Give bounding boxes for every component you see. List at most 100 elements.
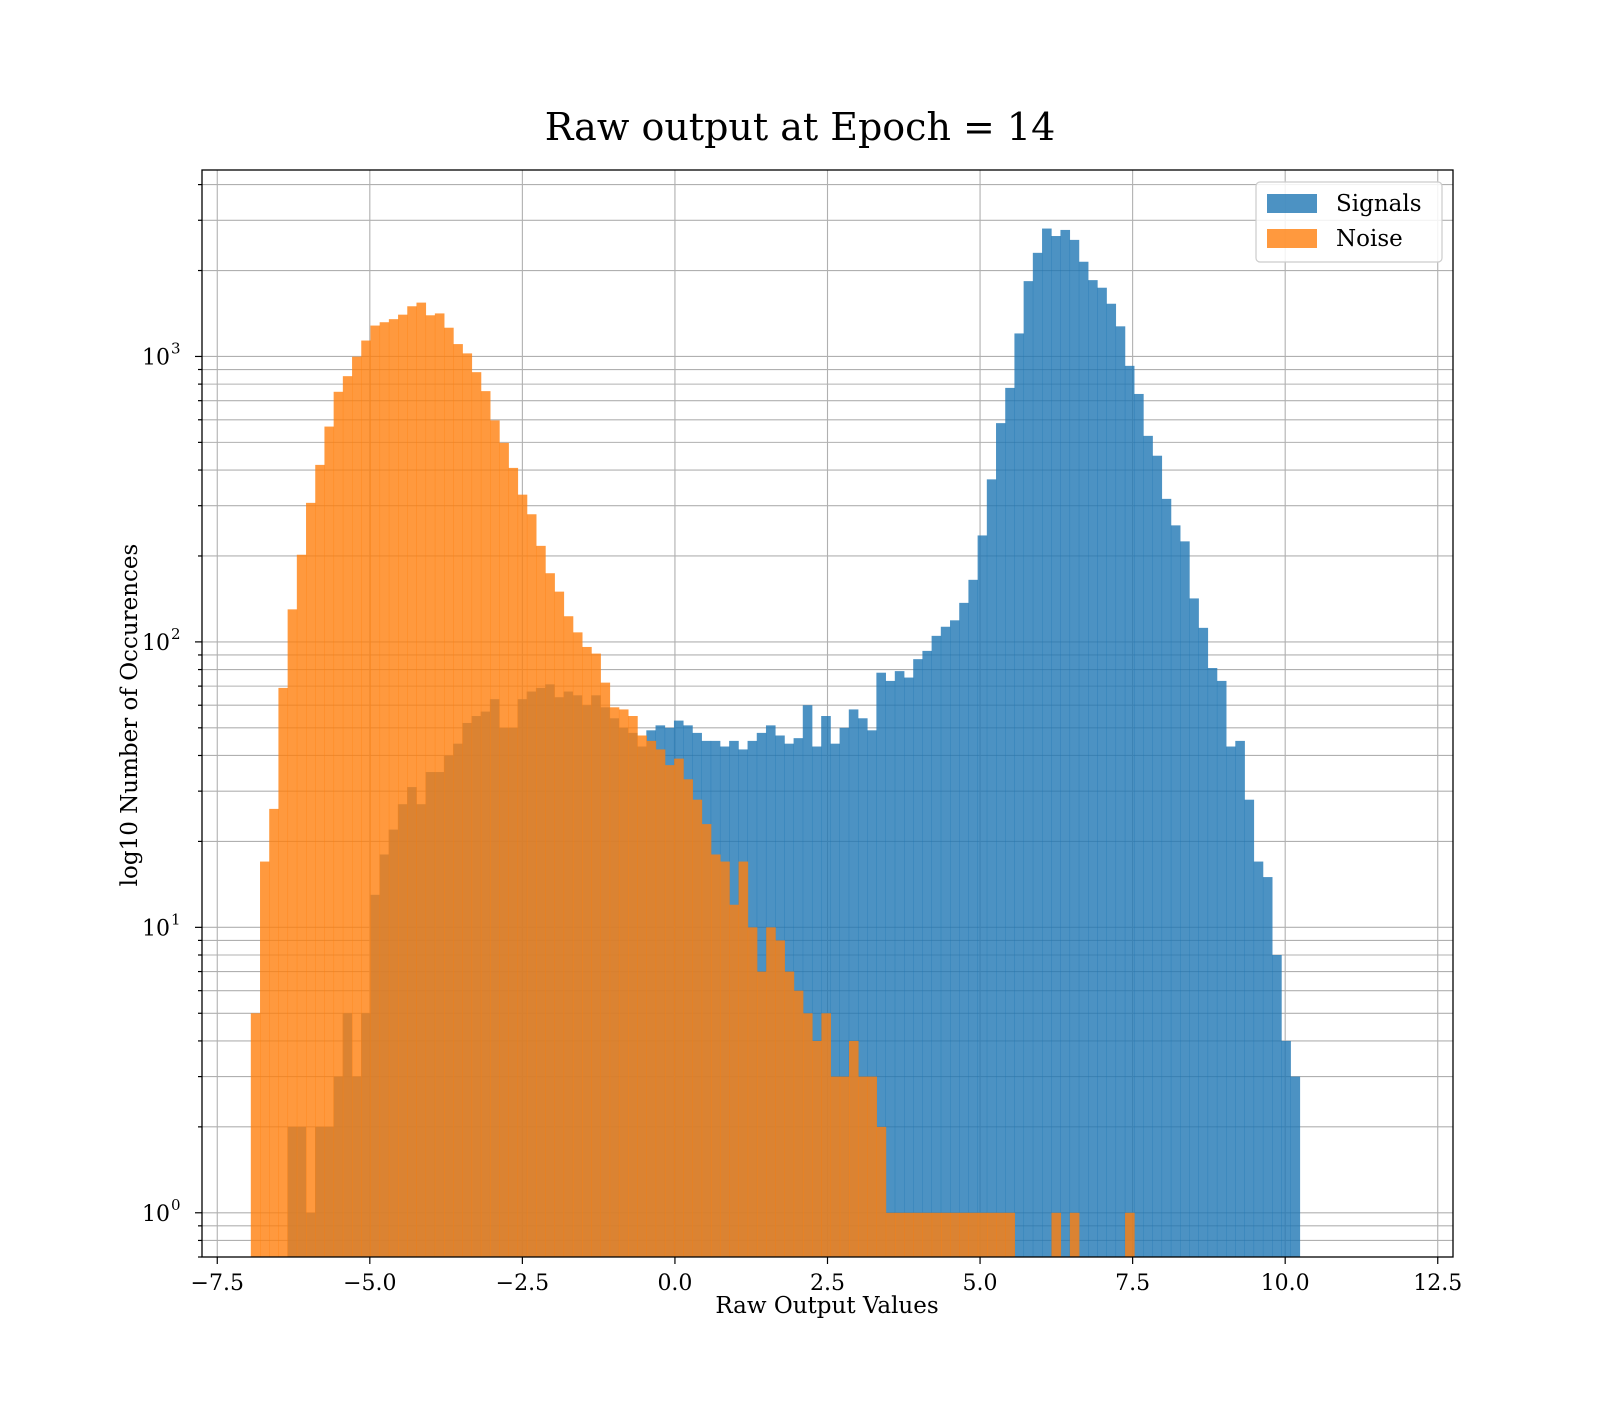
histogram-bar-noise bbox=[462, 353, 473, 1257]
histogram-bar-noise bbox=[968, 1212, 979, 1257]
histogram-bar-signals bbox=[830, 743, 840, 1257]
histogram-bar-signals bbox=[1235, 740, 1245, 1257]
histogram-bar-noise bbox=[793, 990, 804, 1257]
histogram-bar-noise bbox=[922, 1212, 933, 1257]
histogram-bar-noise bbox=[720, 861, 730, 1257]
x-tick-label: 0.0 bbox=[657, 1271, 692, 1296]
histogram-bar-signals bbox=[1023, 281, 1034, 1257]
histogram-bar-noise bbox=[821, 1013, 831, 1257]
x-axis-ticks: −7.5 −5.0 −2.5 0.0 2.5 5.0 7.5 10.0 12.5 bbox=[191, 1257, 1462, 1296]
x-tick-label: −5.0 bbox=[343, 1271, 396, 1296]
histogram-bar-signals bbox=[1180, 541, 1190, 1257]
histogram-bar-signals bbox=[1253, 861, 1264, 1257]
histogram-bar-signals bbox=[904, 677, 914, 1257]
histogram-bar-noise bbox=[738, 861, 749, 1257]
histogram-bar-signals bbox=[1207, 668, 1218, 1257]
x-axis-label: Raw Output Values bbox=[715, 1293, 938, 1319]
histogram-bar-noise bbox=[278, 687, 289, 1257]
histogram-bar-noise bbox=[987, 1212, 997, 1257]
histogram-bar-noise bbox=[664, 765, 675, 1257]
histogram-bar-noise bbox=[913, 1212, 923, 1257]
histogram-bar-noise bbox=[812, 1040, 822, 1257]
histogram-bar-signals bbox=[1060, 229, 1071, 1258]
histogram-bar-noise bbox=[388, 319, 399, 1257]
histogram-bar-noise bbox=[683, 779, 693, 1257]
histogram-bar-noise bbox=[977, 1212, 988, 1257]
histogram-bar-noise bbox=[342, 376, 353, 1257]
histogram-bar-noise bbox=[618, 709, 629, 1257]
legend-swatch-noise bbox=[1267, 229, 1317, 248]
histogram-bar-noise bbox=[361, 340, 371, 1257]
chart-title: Raw output at Epoch = 14 bbox=[545, 105, 1056, 149]
histogram-bar-signals bbox=[876, 672, 886, 1257]
y-tick-exponent: 2 bbox=[171, 625, 181, 643]
histogram-bar-noise bbox=[471, 372, 482, 1257]
histogram-bar-noise bbox=[434, 313, 445, 1257]
histogram-bar-noise bbox=[867, 1076, 877, 1257]
histogram-bar-noise bbox=[287, 609, 298, 1257]
histogram-bar-noise bbox=[453, 344, 463, 1258]
histogram-bar-signals bbox=[931, 635, 942, 1257]
histogram-bar-signals bbox=[1134, 393, 1144, 1257]
y-tick-label: 10 bbox=[142, 345, 170, 370]
histogram-bar-noise bbox=[508, 467, 519, 1257]
histogram-bar-noise bbox=[370, 325, 381, 1257]
histogram-bar-signals bbox=[894, 671, 905, 1257]
histogram-bar-signals bbox=[1143, 435, 1153, 1257]
histogram-bar-noise bbox=[591, 653, 601, 1257]
histogram-bar-noise bbox=[250, 1013, 261, 1257]
histogram-bar-noise bbox=[499, 442, 509, 1257]
histogram-bar-signals bbox=[1290, 1076, 1301, 1257]
histogram-bar-noise bbox=[858, 1076, 868, 1257]
histogram-bar-signals bbox=[1078, 261, 1089, 1257]
x-tick-label: 5.0 bbox=[963, 1271, 998, 1296]
histogram-bar-signals bbox=[1042, 228, 1052, 1257]
histogram-bar-noise bbox=[784, 971, 795, 1257]
x-tick-label: 12.5 bbox=[1413, 1271, 1462, 1296]
histogram-bar-signals bbox=[1069, 239, 1080, 1257]
histogram-bar-noise bbox=[1005, 1212, 1016, 1257]
histogram-bar-noise bbox=[996, 1212, 1006, 1257]
histogram-bar-signals bbox=[857, 718, 868, 1257]
histogram-bar-noise bbox=[296, 554, 307, 1257]
histogram-bar-signals bbox=[1216, 680, 1227, 1257]
histogram-bar-signals bbox=[1005, 387, 1015, 1257]
histogram-bar-signals bbox=[986, 479, 997, 1257]
histogram-bar-noise bbox=[526, 514, 537, 1257]
histogram-bar-signals bbox=[885, 680, 896, 1257]
series-noise bbox=[250, 302, 1135, 1258]
histogram-bar-signals bbox=[811, 746, 822, 1257]
histogram-bar-noise bbox=[848, 1040, 859, 1257]
histogram-bar-signals bbox=[839, 727, 850, 1257]
histogram-bar-noise bbox=[950, 1212, 960, 1257]
histogram-bar-signals bbox=[867, 730, 877, 1257]
histogram-bar-signals bbox=[977, 535, 988, 1257]
histogram-bar-noise bbox=[876, 1126, 887, 1257]
histogram-bar-signals bbox=[802, 705, 813, 1257]
histogram-bar-signals bbox=[1106, 303, 1117, 1257]
x-tick-label: 2.5 bbox=[810, 1271, 845, 1296]
histogram-bar-signals bbox=[821, 716, 831, 1257]
histogram-bar-signals bbox=[1198, 627, 1209, 1257]
histogram-bar-noise bbox=[260, 861, 270, 1257]
x-tick-label: 7.5 bbox=[1115, 1271, 1150, 1296]
histogram-bar-noise bbox=[674, 758, 684, 1257]
histogram-bar-signals bbox=[1088, 280, 1098, 1257]
histogram-bar-noise bbox=[894, 1212, 905, 1257]
histogram-bar-noise bbox=[269, 808, 279, 1257]
histogram-bar-signals bbox=[1281, 1040, 1291, 1257]
histogram-bar-noise bbox=[425, 315, 436, 1257]
y-tick-label: 10 bbox=[142, 631, 170, 656]
histogram-bar-noise bbox=[637, 735, 647, 1257]
histogram-bar-signals bbox=[1014, 333, 1025, 1257]
histogram-bar-signals bbox=[1262, 877, 1273, 1257]
histogram-bar-noise bbox=[959, 1212, 970, 1257]
histogram-bar-noise bbox=[536, 545, 546, 1257]
histogram-bar-noise bbox=[1051, 1212, 1062, 1257]
histogram-bar-noise bbox=[830, 1076, 841, 1257]
histogram-bar-noise bbox=[710, 854, 721, 1257]
histogram-bar-noise bbox=[545, 573, 555, 1257]
histogram-bar-noise bbox=[931, 1212, 942, 1257]
histogram-bar-signals bbox=[1226, 746, 1236, 1257]
